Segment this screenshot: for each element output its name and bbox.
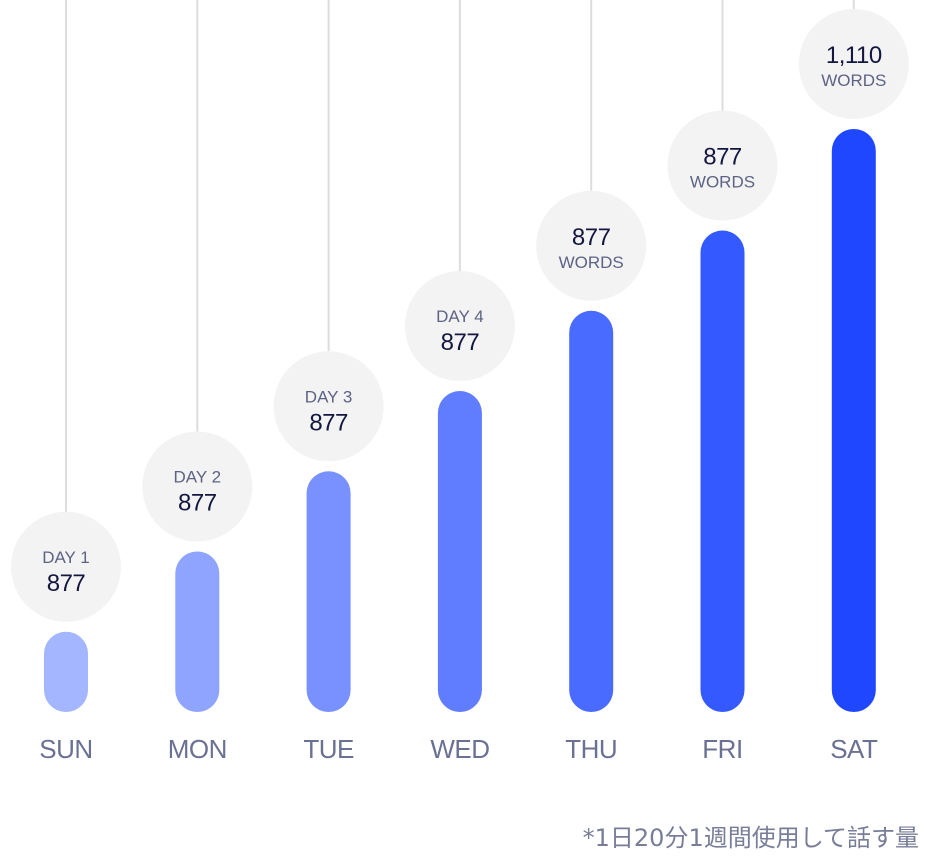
bar [175,551,220,712]
data-label: 1,110 [826,42,882,69]
data-label: 877 [572,224,611,251]
bar-chart: DAY 1 877 SUN DAY 2 877 MON DAY 3 877 TUE DAY 4 87… [11,0,909,764]
bubble-day-label: DAY 4 [436,307,484,326]
value-bubble [798,8,909,119]
value-bubble [142,431,253,542]
bar [831,128,876,712]
category-label: TUE [303,734,354,764]
bar-group-tue: DAY 3 877 TUE [273,0,384,764]
bar-group-wed: DAY 4 877 WED [404,0,515,764]
bar [44,631,88,712]
category-label: FRI [702,734,742,764]
bar-group-thu: 877 WORDS THU [536,0,647,764]
bar-group-sun: DAY 1 877 SUN [11,0,121,764]
value-bubble [667,110,778,221]
category-label: THU [565,734,617,764]
category-label: SUN [39,734,92,764]
bar [700,230,745,713]
bar [569,310,614,712]
data-label: 877 [441,329,480,356]
bubble-unit-label: WORDS [821,71,886,90]
value-bubble [273,351,384,462]
bar-group-fri: 877 WORDS FRI [667,0,778,764]
footnote: *1日20分1週間使用して話す量 [582,824,919,852]
data-label: 877 [178,490,217,517]
category-label: MON [168,734,227,764]
bubble-day-label: DAY 1 [42,548,90,567]
value-bubble [536,190,647,301]
bubble-day-label: DAY 3 [305,387,353,406]
bubble-unit-label: WORDS [690,173,755,192]
bar [306,471,351,712]
category-label: WED [430,734,489,764]
bar-group-mon: DAY 2 877 MON [142,0,253,764]
value-bubble [11,511,121,622]
value-bubble [404,271,515,382]
bar-group-sat: 1,110 WORDS SAT [798,0,909,764]
bubble-day-label: DAY 2 [174,468,222,487]
category-label: SAT [830,734,878,764]
data-label: 877 [309,409,348,436]
data-label: 877 [47,570,86,597]
data-label: 877 [703,144,742,171]
bubble-unit-label: WORDS [559,253,624,272]
bar [437,391,482,712]
